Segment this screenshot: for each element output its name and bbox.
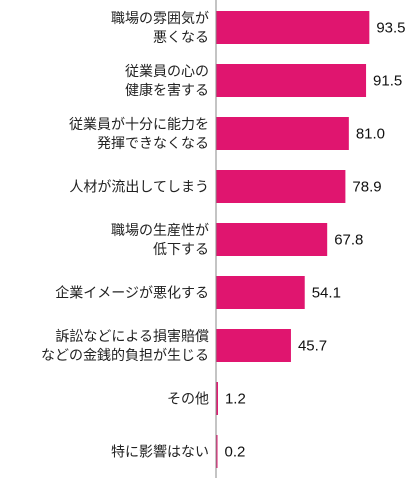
value-labels-group: 93.5 91.5 81.0 78.9 67.8 54.1 45.7 1.2 0.2	[225, 20, 406, 461]
bar	[216, 223, 328, 256]
category-label: 訴訟などによる損害賠償	[55, 329, 209, 345]
category-label: その他	[167, 392, 209, 408]
bar	[216, 382, 218, 415]
value-label: 81.0	[356, 126, 385, 143]
value-label: 0.2	[225, 444, 246, 461]
value-label: 78.9	[352, 179, 381, 196]
bar	[216, 11, 370, 44]
category-label: 悪くなる	[153, 30, 209, 46]
value-label: 93.5	[376, 20, 405, 37]
value-label: 54.1	[312, 285, 341, 302]
bar	[216, 170, 346, 203]
value-label: 45.7	[298, 338, 327, 355]
category-labels-group: 職場の雰囲気が悪くなる従業員の心の健康を害する従業員が十分に能力を発揮できなくな…	[41, 11, 209, 461]
category-label: などの金銭的負担が生じる	[41, 348, 209, 364]
category-label: 特に影響はない	[111, 444, 209, 461]
category-label: 企業イメージが悪化する	[55, 285, 209, 302]
bar	[216, 435, 218, 468]
category-label: 人材が流出してしまう	[69, 180, 209, 196]
category-label: 発揮できなくなる	[97, 136, 209, 152]
category-label: 健康を害する	[125, 82, 209, 99]
bar	[216, 64, 367, 97]
category-label: 従業員の心の	[125, 64, 209, 80]
bar	[216, 276, 305, 309]
bar	[216, 117, 349, 150]
bars-group	[216, 11, 370, 468]
value-label: 67.8	[334, 232, 363, 249]
category-label: 低下する	[153, 242, 209, 258]
category-label: 職場の生産性が	[111, 223, 209, 239]
bar	[216, 329, 291, 362]
value-label: 91.5	[373, 73, 402, 90]
category-label: 職場の雰囲気が	[111, 11, 209, 27]
category-label: 従業員が十分に能力を	[69, 117, 209, 133]
value-label: 1.2	[225, 391, 246, 408]
